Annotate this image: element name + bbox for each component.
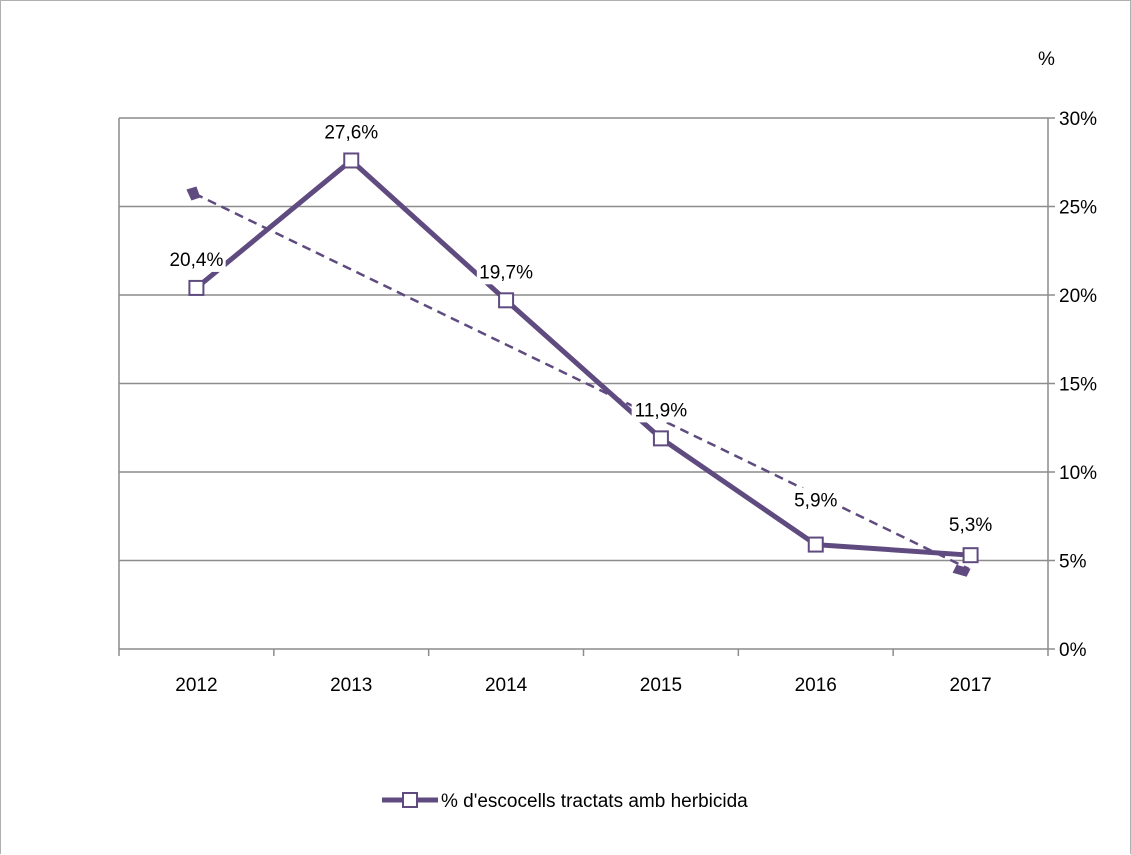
data-label-2016: 5,9%	[794, 491, 837, 512]
x-tick-label-2013: 2013	[330, 675, 372, 696]
legend-series-label: % d'escocells tractats amb herbicida	[441, 791, 748, 812]
y-tick-label-15: 15%	[1059, 375, 1097, 396]
data-label-bg-2012	[167, 246, 226, 272]
legend: % d'escocells tractats amb herbicida	[382, 791, 748, 812]
point-marker-2014	[498, 292, 515, 309]
trendline-line	[193, 192, 970, 570]
y-tick-label-10: 10%	[1059, 463, 1097, 484]
y-axis-unit-label: %	[1038, 49, 1055, 70]
x-tick-label-2015: 2015	[640, 675, 682, 696]
x-tick-label-2017: 2017	[949, 675, 991, 696]
y-tick-label-25: 25%	[1059, 198, 1097, 219]
data-label-2017: 5,3%	[949, 515, 992, 536]
series	[188, 152, 979, 564]
point-marker-2016	[807, 536, 824, 553]
data-label-bg-2015	[631, 397, 691, 423]
point-marker-2012	[188, 279, 205, 296]
data-label-bg-2017	[946, 512, 995, 538]
data-label-2013: 27,6%	[324, 122, 378, 143]
data-label-bg-2016	[791, 487, 840, 513]
gridlines	[119, 117, 1048, 562]
data-label-bg-2013	[322, 119, 381, 145]
point-marker-2017	[962, 547, 979, 564]
x-tick-label-2014: 2014	[485, 675, 528, 696]
series-line	[194, 157, 971, 558]
x-tick-label-2016: 2016	[795, 675, 837, 696]
y-tick-label-0: 0%	[1059, 640, 1087, 661]
axes: 0% 5% 10% 15% 20% 25% 30% 2012 2013 2014 2015 2016 2…	[118, 109, 1097, 696]
y-tick-label-20: 20%	[1059, 286, 1097, 307]
data-labels: 20,4% 27,6% 19,7% 11,9% 5,9% 5,3%	[167, 119, 995, 538]
data-label-bg-2014	[476, 259, 536, 285]
trendline	[186, 186, 971, 577]
data-label-2014: 19,7%	[479, 262, 533, 283]
x-tick-label-2012: 2012	[175, 675, 217, 696]
point-marker-2013	[343, 152, 360, 169]
point-marker-2015	[652, 430, 669, 447]
trendline-start-cap	[186, 186, 201, 201]
data-label-2015: 11,9%	[635, 400, 688, 421]
trendline-end-cap	[952, 564, 971, 577]
y-tick-label-5: 5%	[1059, 552, 1087, 573]
y-tick-label-30: 30%	[1059, 109, 1097, 130]
data-label-2012: 20,4%	[169, 250, 223, 271]
legend-series-marker	[402, 792, 418, 808]
